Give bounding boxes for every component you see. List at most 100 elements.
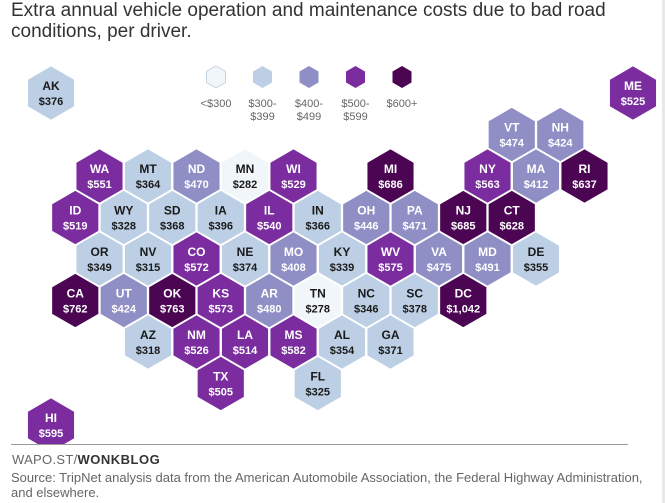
state-code-il: IL xyxy=(264,204,275,218)
state-value-ar: $480 xyxy=(257,304,281,316)
state-hex-hi: HI $595 xyxy=(26,396,76,445)
state-code-ca: CA xyxy=(67,287,85,301)
state-code-me: ME xyxy=(624,79,642,93)
state-value-nm: $526 xyxy=(184,345,208,357)
state-value-il: $540 xyxy=(257,221,281,233)
state-value-or: $349 xyxy=(87,262,111,274)
state-shape-ga xyxy=(365,313,416,371)
state-code-tx: TX xyxy=(213,370,228,384)
state-value-ak: $376 xyxy=(39,96,63,108)
state-value-co: $572 xyxy=(184,262,208,274)
state-hex-az: AZ $318 xyxy=(123,313,173,371)
state-hex-fl: FL $325 xyxy=(293,355,343,412)
state-code-dc: DC xyxy=(455,287,473,301)
state-code-sd: SD xyxy=(164,204,181,218)
state-value-ks: $573 xyxy=(209,304,233,316)
state-code-ia: IA xyxy=(215,204,227,218)
state-value-in: $366 xyxy=(306,221,330,233)
state-code-oh: OH xyxy=(357,204,375,218)
state-value-sc: $378 xyxy=(403,304,427,316)
scrollbar[interactable] xyxy=(662,0,665,503)
state-code-mo: MO xyxy=(284,245,303,259)
legend-swatch-b0 xyxy=(206,65,226,89)
state-hex-nv: NV $315 xyxy=(123,230,173,288)
state-shape-tx xyxy=(196,355,246,412)
state-code-sc: SC xyxy=(406,287,423,301)
state-value-pa: $471 xyxy=(403,221,427,233)
state-value-al: $354 xyxy=(330,345,355,357)
state-hex-id: ID $519 xyxy=(50,189,100,246)
state-hex-ca: CA $762 xyxy=(50,272,100,329)
state-value-mi: $686 xyxy=(378,179,402,191)
state-code-mn: MN xyxy=(236,162,255,176)
state-value-wv: $575 xyxy=(378,262,402,274)
state-shape-dc xyxy=(438,272,488,329)
state-hex-or: OR $349 xyxy=(74,230,125,288)
state-value-ne: $374 xyxy=(233,262,258,274)
state-code-nj: NJ xyxy=(456,204,471,218)
state-code-ky: KY xyxy=(334,245,351,259)
state-shape-az xyxy=(123,313,173,371)
state-shape-fl xyxy=(293,355,343,412)
state-hex-wi: WI $529 xyxy=(268,147,319,205)
state-hex-nc: NC $346 xyxy=(341,272,391,329)
state-value-wy: $328 xyxy=(112,221,136,233)
state-value-ma: $412 xyxy=(524,179,548,191)
state-code-wa: WA xyxy=(90,162,110,176)
state-value-ny: $563 xyxy=(475,179,499,191)
state-value-hi: $595 xyxy=(39,428,63,440)
state-hex-md: MD $491 xyxy=(462,230,513,288)
state-value-va: $475 xyxy=(427,262,451,274)
state-value-sd: $368 xyxy=(160,221,184,233)
state-value-mn: $282 xyxy=(233,179,257,191)
state-code-ok: OK xyxy=(163,287,181,301)
state-hex-ky: KY $339 xyxy=(317,230,367,288)
state-value-tn: $278 xyxy=(306,304,330,316)
state-code-pa: PA xyxy=(407,204,423,218)
legend-label-b2-b: $499 xyxy=(297,111,321,123)
state-shape-ak xyxy=(26,64,76,122)
state-value-wi: $529 xyxy=(281,179,305,191)
state-hex-wy: WY $328 xyxy=(99,189,149,246)
state-code-co: CO xyxy=(188,245,206,259)
state-code-ma: MA xyxy=(527,162,546,176)
legend-swatch-b1 xyxy=(253,66,272,88)
state-value-vt: $474 xyxy=(500,138,525,150)
state-code-wy: WY xyxy=(114,204,133,218)
state-shape-de xyxy=(511,230,561,288)
state-hex-nj: NJ $685 xyxy=(438,189,488,246)
legend-label-b4-a: $600+ xyxy=(387,98,418,110)
state-value-me: $525 xyxy=(621,96,645,108)
state-value-mo: $408 xyxy=(281,262,305,274)
state-hex-mn: MN $282 xyxy=(220,147,270,205)
state-code-tn: TN xyxy=(310,287,326,301)
hex-map: <$300 $300-$399 $400-$499 $500-$599 $600+ AK… xyxy=(26,64,658,445)
state-code-ne: NE xyxy=(237,245,254,259)
state-code-wv: WV xyxy=(381,245,400,259)
state-code-de: DE xyxy=(528,245,545,259)
state-hex-sc: SC $378 xyxy=(390,272,440,329)
state-value-ok: $763 xyxy=(160,304,184,316)
hex-tiles: AK $376 ME $525 VT $474 NH $424 WA $551 MT $364 ND $4… xyxy=(26,64,658,445)
state-code-az: AZ xyxy=(140,328,156,342)
state-value-mt: $364 xyxy=(136,179,161,191)
legend-label-b3-a: $500- xyxy=(341,98,369,110)
chart-title: Extra annual vehicle operation and maint… xyxy=(11,0,606,42)
legend-swatch-b4 xyxy=(392,66,412,88)
state-value-ms: $582 xyxy=(281,345,305,357)
state-value-fl: $325 xyxy=(306,387,330,399)
state-value-id: $519 xyxy=(63,221,87,233)
state-value-de: $355 xyxy=(524,262,548,274)
state-hex-oh: OH $446 xyxy=(341,189,391,246)
state-hex-tn: TN $278 xyxy=(293,272,343,329)
state-hex-ut: UT $424 xyxy=(99,272,149,329)
legend-label-b1-a: $300- xyxy=(248,98,276,110)
credit-brand: WONKBLOG xyxy=(77,452,161,467)
source-note: Source: TripNet analysis data from the A… xyxy=(11,470,643,500)
divider xyxy=(11,444,628,445)
state-code-ny: NY xyxy=(479,162,496,176)
credit-line: WAPO.ST/WONKBLOG xyxy=(12,452,160,467)
state-value-ky: $339 xyxy=(330,262,354,274)
state-code-nm: NM xyxy=(187,328,206,342)
state-code-ut: UT xyxy=(116,287,133,301)
